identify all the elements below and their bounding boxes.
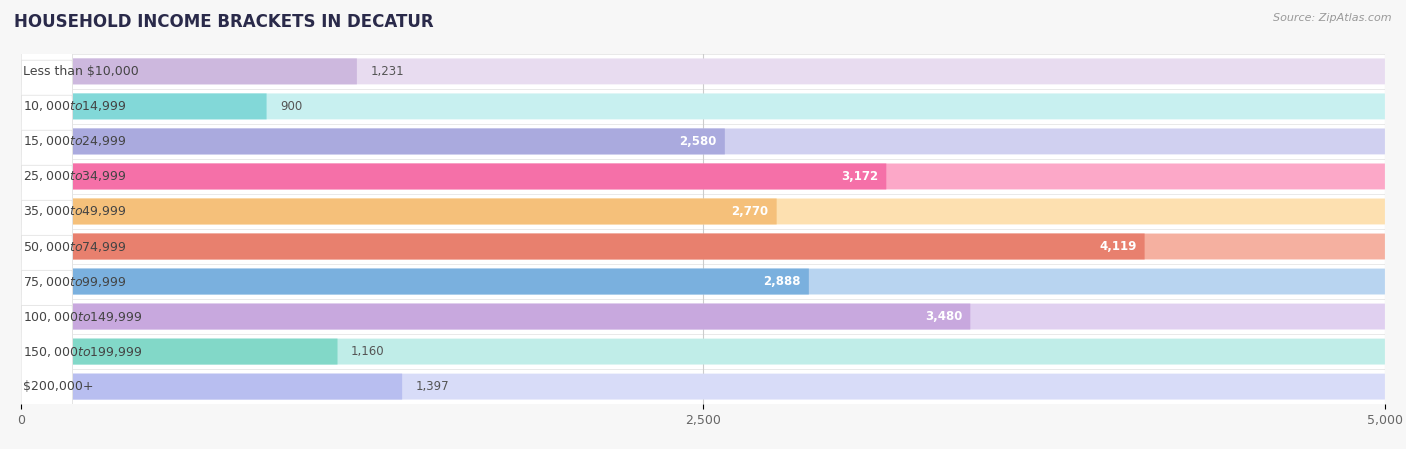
FancyBboxPatch shape: [21, 194, 1385, 229]
FancyBboxPatch shape: [21, 269, 808, 295]
FancyBboxPatch shape: [21, 334, 1385, 369]
FancyBboxPatch shape: [21, 128, 725, 154]
Text: $25,000 to $34,999: $25,000 to $34,999: [24, 169, 127, 184]
FancyBboxPatch shape: [21, 130, 73, 293]
Text: 2,770: 2,770: [731, 205, 769, 218]
FancyBboxPatch shape: [21, 299, 1385, 334]
FancyBboxPatch shape: [21, 58, 1385, 84]
FancyBboxPatch shape: [21, 165, 73, 328]
FancyBboxPatch shape: [21, 369, 1385, 404]
Text: 4,119: 4,119: [1099, 240, 1136, 253]
Text: 3,480: 3,480: [925, 310, 962, 323]
FancyBboxPatch shape: [21, 270, 73, 433]
Text: Less than $10,000: Less than $10,000: [24, 65, 139, 78]
Text: 2,888: 2,888: [763, 275, 800, 288]
FancyBboxPatch shape: [21, 304, 1385, 330]
FancyBboxPatch shape: [21, 200, 73, 363]
Text: $150,000 to $199,999: $150,000 to $199,999: [24, 344, 142, 359]
Text: 3,172: 3,172: [841, 170, 879, 183]
FancyBboxPatch shape: [21, 159, 1385, 194]
Text: $15,000 to $24,999: $15,000 to $24,999: [24, 134, 127, 149]
FancyBboxPatch shape: [21, 198, 1385, 224]
Text: Source: ZipAtlas.com: Source: ZipAtlas.com: [1274, 13, 1392, 23]
FancyBboxPatch shape: [21, 305, 73, 449]
FancyBboxPatch shape: [21, 339, 337, 365]
Text: 2,580: 2,580: [679, 135, 717, 148]
FancyBboxPatch shape: [21, 128, 1385, 154]
Text: $200,000+: $200,000+: [24, 380, 94, 393]
FancyBboxPatch shape: [21, 235, 73, 398]
Text: 1,160: 1,160: [352, 345, 385, 358]
FancyBboxPatch shape: [21, 163, 886, 189]
FancyBboxPatch shape: [21, 233, 1385, 260]
Text: $35,000 to $49,999: $35,000 to $49,999: [24, 204, 127, 219]
Text: $100,000 to $149,999: $100,000 to $149,999: [24, 309, 142, 324]
FancyBboxPatch shape: [21, 374, 402, 400]
FancyBboxPatch shape: [21, 58, 357, 84]
Text: 1,397: 1,397: [416, 380, 450, 393]
FancyBboxPatch shape: [21, 163, 1385, 189]
FancyBboxPatch shape: [21, 95, 73, 258]
FancyBboxPatch shape: [21, 89, 1385, 124]
FancyBboxPatch shape: [21, 198, 776, 224]
FancyBboxPatch shape: [21, 374, 1385, 400]
FancyBboxPatch shape: [21, 93, 267, 119]
Text: $75,000 to $99,999: $75,000 to $99,999: [24, 274, 127, 289]
Text: HOUSEHOLD INCOME BRACKETS IN DECATUR: HOUSEHOLD INCOME BRACKETS IN DECATUR: [14, 13, 433, 31]
FancyBboxPatch shape: [21, 25, 73, 188]
FancyBboxPatch shape: [21, 124, 1385, 159]
Text: 1,231: 1,231: [371, 65, 404, 78]
FancyBboxPatch shape: [21, 264, 1385, 299]
Text: 900: 900: [280, 100, 302, 113]
FancyBboxPatch shape: [21, 0, 73, 153]
Text: $50,000 to $74,999: $50,000 to $74,999: [24, 239, 127, 254]
FancyBboxPatch shape: [21, 93, 1385, 119]
FancyBboxPatch shape: [21, 269, 1385, 295]
FancyBboxPatch shape: [21, 229, 1385, 264]
FancyBboxPatch shape: [21, 339, 1385, 365]
FancyBboxPatch shape: [21, 60, 73, 223]
FancyBboxPatch shape: [21, 233, 1144, 260]
Text: $10,000 to $14,999: $10,000 to $14,999: [24, 99, 127, 114]
FancyBboxPatch shape: [21, 304, 970, 330]
FancyBboxPatch shape: [21, 54, 1385, 89]
